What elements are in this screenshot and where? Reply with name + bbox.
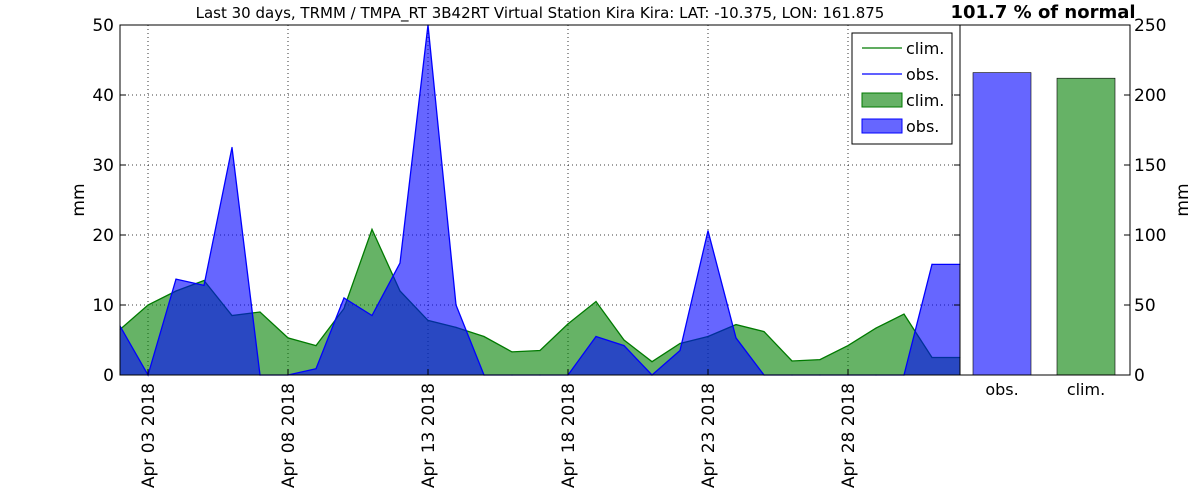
clim-point [315,345,317,347]
y-tick-label: 0 [103,366,114,386]
y-tick-label: 10 [92,296,114,316]
clim-point [875,327,877,329]
obs-point [203,284,205,286]
x-axis: Apr 03 2018 Apr 08 2018 Apr 13 2018 Apr 18 … [139,369,859,488]
x-tick-label: Apr 28 2018 [839,383,859,488]
y-tick-label: 200 [1134,86,1166,106]
legend[interactable]: clim. obs. clim. obs. [851,32,953,145]
x-tick-label: Apr 08 2018 [279,383,299,488]
bar-category-label: obs. [985,380,1018,399]
obs-point [623,345,625,347]
total-bar-chart: 0 50 100 150 200 250 obs. clim. mm [959,16,1193,399]
left-y-axis-label: mm [69,183,89,216]
clim-point [483,335,485,338]
obs-point [315,368,317,370]
y-tick-label: 250 [1134,16,1166,36]
legend-entry-label: clim. [906,91,944,110]
clim-point [595,300,597,303]
percent-of-normal-label: 101.7 % of normal [950,2,1135,23]
daily-area-chart: 0 10 20 30 40 50 Apr 03 2018 Apr 08 2018 Apr 13… [69,16,961,488]
bar-clim [1056,77,1116,376]
y-tick-label: 100 [1134,226,1166,246]
grid-lines [120,25,960,375]
obs-point [343,297,345,299]
clim-point [259,311,261,313]
x-tick-label: Apr 18 2018 [559,383,579,488]
obs-point [595,335,597,338]
obs-point [175,278,177,280]
clim-point [287,337,289,339]
bar-obs [972,72,1032,376]
clim-point [679,342,681,345]
bar-marks [972,72,1116,376]
obs-point [931,263,933,265]
clim-point [651,361,653,363]
bar-category-label: clim. [1067,380,1105,399]
obs-area [120,25,960,375]
clim-point [847,345,849,347]
area-series [119,24,961,377]
chart-title: Last 30 days, TRMM / TMPA_RT 3B42RT Virt… [196,4,885,23]
y-tick-label: 0 [1134,366,1145,386]
clim-point [623,339,625,341]
obs-point [735,337,737,339]
clim-point [819,359,821,361]
y-tick-label: 30 [92,156,114,176]
clim-point [763,331,765,333]
clim-point [903,313,905,315]
y-tick-label: 20 [92,226,114,246]
y-tick-label: 150 [1134,156,1166,176]
clim-point [791,360,793,362]
clim-point [735,324,737,326]
x-tick-label: Apr 23 2018 [699,383,719,488]
obs-point [399,262,401,264]
clim-point [539,349,541,352]
clim-point [147,304,149,306]
right-y-axis: 0 50 100 150 200 250 [1124,16,1166,386]
clim-point [511,351,513,353]
bar-category-labels: obs. clim. [985,380,1105,399]
bar-plot-frame [959,24,1131,376]
obs-point [231,146,233,149]
y-tick-label: 40 [92,86,114,106]
obs-point [371,314,373,317]
clim-point [567,323,569,325]
y-tick-label: 50 [92,16,114,36]
clim-point [371,228,373,230]
left-y-axis: 0 10 20 30 40 50 [92,16,960,386]
legend-entry-label: obs. [906,65,939,84]
x-tick-label: Apr 03 2018 [139,383,159,488]
legend-patch-swatch [861,118,903,134]
obs-point [707,230,709,232]
x-tick-label: Apr 13 2018 [419,383,439,488]
y-tick-label: 50 [1134,296,1156,316]
legend-entry-label: clim. [906,39,944,58]
right-y-axis-label: mm [1173,183,1193,216]
legend-entry-label: obs. [906,117,939,136]
obs-point [455,304,457,306]
legend-patch-swatch [861,92,903,108]
obs-point [679,349,681,352]
